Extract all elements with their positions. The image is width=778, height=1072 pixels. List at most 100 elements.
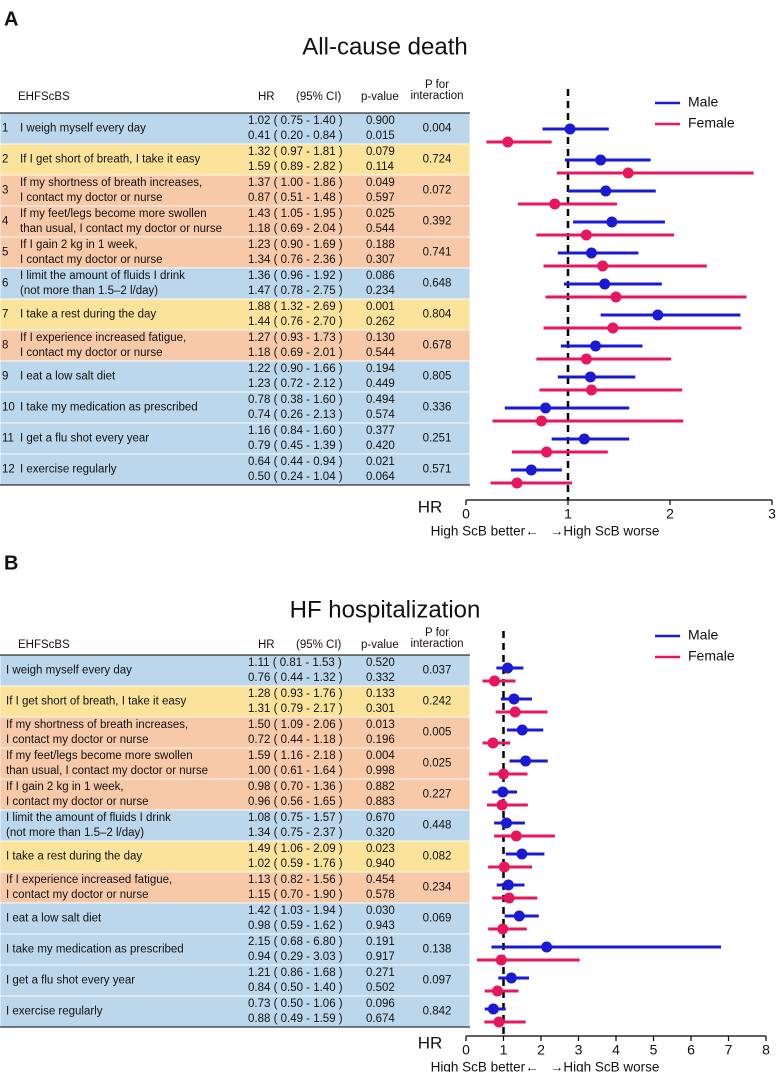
panel-label: A [4, 8, 18, 30]
legend-label: Female [688, 115, 735, 131]
hr-point [511, 477, 523, 489]
hr-ci-label: 1.02 ( 0.75 - 1.40 ) [248, 115, 343, 127]
hr-ci-label: 0.64 ( 0.44 - 0.94 ) [248, 456, 343, 468]
p-interaction: 0.072 [423, 185, 452, 197]
x-tick-label: 1 [564, 506, 572, 522]
p-value: 0.574 [366, 409, 395, 421]
legend-label: Female [688, 648, 735, 664]
p-value: 0.502 [366, 982, 395, 994]
row-background [0, 716, 471, 749]
hr-point [502, 136, 514, 148]
hr-ci-label: 1.18 ( 0.69 - 2.04 ) [248, 223, 343, 235]
x-axis-label: HR [418, 1033, 443, 1052]
hr-point [513, 910, 525, 922]
hr-point [595, 154, 607, 166]
hr-ci-label: 0.87 ( 0.51 - 1.48 ) [248, 192, 343, 204]
p-interaction: 0.842 [423, 1006, 452, 1018]
item-text: I contact my doctor or nurse [20, 254, 163, 266]
p-value: 0.883 [366, 796, 395, 808]
item-text: If my feet/legs become more swollen [20, 208, 207, 220]
hr-ci-label: 1.22 ( 0.90 - 1.66 ) [248, 363, 343, 375]
p-interaction: 0.004 [423, 123, 452, 135]
item-text: I contact my doctor or nurse [20, 347, 163, 359]
item-text: I contact my doctor or nurse [6, 734, 149, 746]
p-interaction: 0.025 [423, 758, 452, 770]
hr-ci-label: 1.16 ( 0.84 - 1.60 ) [248, 425, 343, 437]
hr-ci-label: 0.73 ( 0.50 - 1.06 ) [248, 998, 343, 1010]
item-text: I take my medication as prescribed [20, 402, 198, 414]
row-background [0, 871, 471, 904]
p-value: 0.013 [366, 719, 395, 731]
hr-point [498, 861, 510, 873]
p-value: 0.578 [366, 889, 395, 901]
row-background [0, 422, 471, 455]
hr-ci-label: 1.27 ( 0.93 - 1.73 ) [248, 332, 343, 344]
p-interaction: 0.069 [423, 913, 452, 925]
row-number: 2 [2, 154, 8, 166]
hr-ci-label: 1.23 ( 0.90 - 1.69 ) [248, 239, 343, 251]
hr-point [610, 291, 622, 303]
row-background [0, 143, 471, 176]
x-tick-label: 6 [687, 1042, 695, 1058]
hr-ci-label: 0.84 ( 0.50 - 1.40 ) [248, 982, 343, 994]
x-caption: High ScB better← →High ScB worse [431, 1060, 660, 1072]
hr-point [585, 384, 597, 396]
hr-ci-label: 0.88 ( 0.49 - 1.59 ) [248, 1013, 343, 1025]
p-interaction: 0.097 [423, 975, 452, 987]
p-value: 0.049 [366, 177, 395, 189]
p-value: 0.196 [366, 734, 395, 746]
p-value: 0.191 [366, 936, 395, 948]
hr-point [493, 1016, 505, 1028]
hr-point [503, 892, 515, 904]
hr-point [541, 941, 553, 953]
header-p-interaction: P for [425, 79, 449, 91]
hr-ci-label: 1.59 ( 0.89 - 2.82 ) [248, 161, 343, 173]
p-value: 0.114 [366, 161, 395, 173]
x-caption: High ScB better← →High ScB worse [431, 524, 660, 539]
p-interaction: 0.005 [423, 727, 452, 739]
hr-ci-label: 1.88 ( 1.32 - 2.69 ) [248, 301, 343, 313]
p-value: 0.544 [366, 223, 395, 235]
hr-ci-label: 1.21 ( 0.86 - 1.68 ) [248, 967, 343, 979]
row-background [0, 267, 471, 300]
hr-point [599, 278, 611, 290]
p-value: 0.597 [366, 192, 395, 204]
p-value: 0.998 [366, 765, 395, 777]
item-text: I get a flu shot every year [6, 975, 135, 987]
p-interaction: 0.234 [423, 882, 452, 894]
header-p-interaction: interaction [410, 638, 463, 650]
hr-ci-label: 0.79 ( 0.45 - 1.39 ) [248, 440, 343, 452]
item-text: I contact my doctor or nurse [20, 192, 163, 204]
p-value: 0.004 [366, 750, 395, 762]
row-number: 5 [2, 247, 8, 259]
hr-ci-label: 0.72 ( 0.44 - 1.18 ) [248, 734, 343, 746]
p-value: 0.494 [366, 394, 395, 406]
p-value: 0.025 [366, 208, 395, 220]
row-number: 1 [2, 123, 8, 135]
hr-point [580, 229, 592, 241]
hr-ci-label: 1.59 ( 1.16 - 2.18 ) [248, 750, 343, 762]
p-interaction: 0.037 [423, 665, 452, 677]
row-number: 7 [2, 309, 8, 321]
hr-ci-label: 0.76 ( 0.44 - 1.32 ) [248, 672, 343, 684]
p-value: 0.900 [366, 115, 395, 127]
header-p: p-value [361, 639, 399, 651]
hr-point [525, 464, 537, 476]
hr-point [607, 322, 619, 334]
p-interaction: 0.242 [423, 696, 452, 708]
hr-point [520, 755, 532, 767]
p-value: 0.086 [366, 270, 395, 282]
p-value: 0.420 [366, 440, 395, 452]
item-text: I contact my doctor or nurse [6, 796, 149, 808]
p-value: 0.188 [366, 239, 395, 251]
hr-point [492, 985, 503, 997]
hr-point [584, 371, 596, 383]
item-text: If my shortness of breath increases, [20, 177, 202, 189]
item-text: I take a rest during the day [20, 309, 156, 321]
hr-ci-label: 1.23 ( 0.72 - 2.12 ) [248, 378, 343, 390]
p-value: 0.320 [366, 827, 395, 839]
hr-ci-label: 0.98 ( 0.59 - 1.62 ) [248, 920, 343, 932]
item-text: I weigh myself every day [20, 123, 146, 135]
p-interaction: 0.082 [423, 851, 452, 863]
